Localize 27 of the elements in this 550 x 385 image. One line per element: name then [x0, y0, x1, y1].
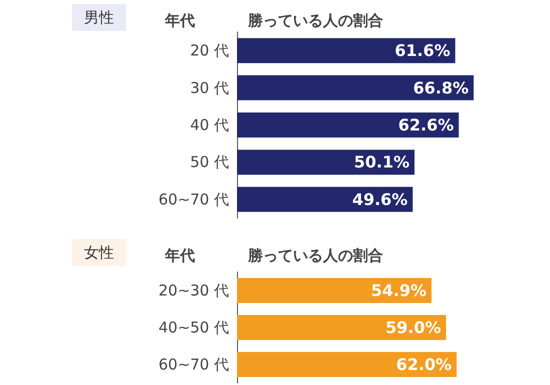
- y-tick-label: 60~70 代: [158, 190, 229, 208]
- y-tick-label: 60~70 代: [158, 356, 229, 374]
- y-tick-label: 40 代: [190, 116, 229, 134]
- y-axis-title: 年代: [164, 12, 195, 30]
- bar: [237, 186, 413, 212]
- data-label: 62.0%: [396, 355, 452, 374]
- bar: [237, 75, 474, 100]
- bar: [237, 112, 459, 138]
- y-tick-label: 20~30 代: [158, 282, 229, 300]
- y-axis-title: 年代: [164, 246, 195, 264]
- y-tick-label: 50 代: [190, 153, 229, 172]
- y-tick-label: 40~50 代: [158, 318, 229, 336]
- x-axis-title: 勝っている人の割合: [247, 246, 383, 264]
- data-label: 61.6%: [394, 41, 450, 60]
- y-tick-label: 20 代: [190, 42, 229, 60]
- data-label: 50.1%: [354, 152, 410, 172]
- data-label: 66.8%: [413, 78, 469, 98]
- data-label: 62.6%: [398, 116, 454, 134]
- x-axis-title: 勝っている人の割合: [247, 12, 383, 30]
- data-label: 59.0%: [386, 318, 442, 337]
- y-tick-label: 30 代: [190, 78, 229, 97]
- text: 男性: [84, 8, 114, 26]
- data-label: 49.6%: [352, 190, 408, 209]
- bar: [237, 38, 456, 64]
- bar: [237, 150, 414, 175]
- data-label: 54.9%: [370, 281, 427, 300]
- text: 女性: [84, 244, 114, 262]
